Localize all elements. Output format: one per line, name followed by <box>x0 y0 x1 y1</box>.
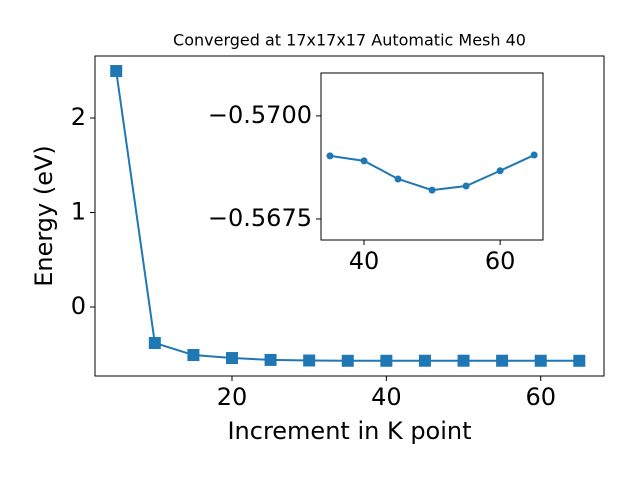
marker <box>264 353 277 366</box>
y-tick-label: −0.5700 <box>208 101 312 129</box>
marker <box>530 151 538 159</box>
marker <box>428 186 436 194</box>
marker <box>110 65 123 78</box>
x-tick-label: 60 <box>525 383 556 411</box>
marker <box>326 152 334 160</box>
plot-area <box>320 72 544 241</box>
marker <box>462 182 470 190</box>
x-axis-label: Increment in K point <box>227 417 471 445</box>
y-tick-label: 0 <box>71 292 86 320</box>
marker <box>380 354 393 367</box>
marker <box>303 354 316 367</box>
marker <box>496 167 504 175</box>
marker <box>573 354 586 367</box>
x-tick-label: 60 <box>485 247 516 275</box>
y-axis-label: Energy (eV) <box>30 145 58 287</box>
x-tick-label: 40 <box>371 383 402 411</box>
marker <box>394 175 402 183</box>
marker <box>534 354 547 367</box>
x-tick-label: 40 <box>349 247 380 275</box>
marker <box>187 349 200 362</box>
y-tick-label: −0.5675 <box>208 204 312 232</box>
marker <box>341 354 354 367</box>
y-tick-label: 1 <box>71 198 86 226</box>
marker <box>496 354 509 367</box>
chart-title: Converged at 17x17x17 Automatic Mesh 40 <box>173 31 526 50</box>
marker <box>148 337 161 350</box>
x-tick-label: 20 <box>217 383 248 411</box>
y-tick-label: 2 <box>71 103 86 131</box>
marker <box>225 352 238 365</box>
marker <box>457 354 470 367</box>
marker <box>360 157 368 165</box>
marker <box>418 354 431 367</box>
